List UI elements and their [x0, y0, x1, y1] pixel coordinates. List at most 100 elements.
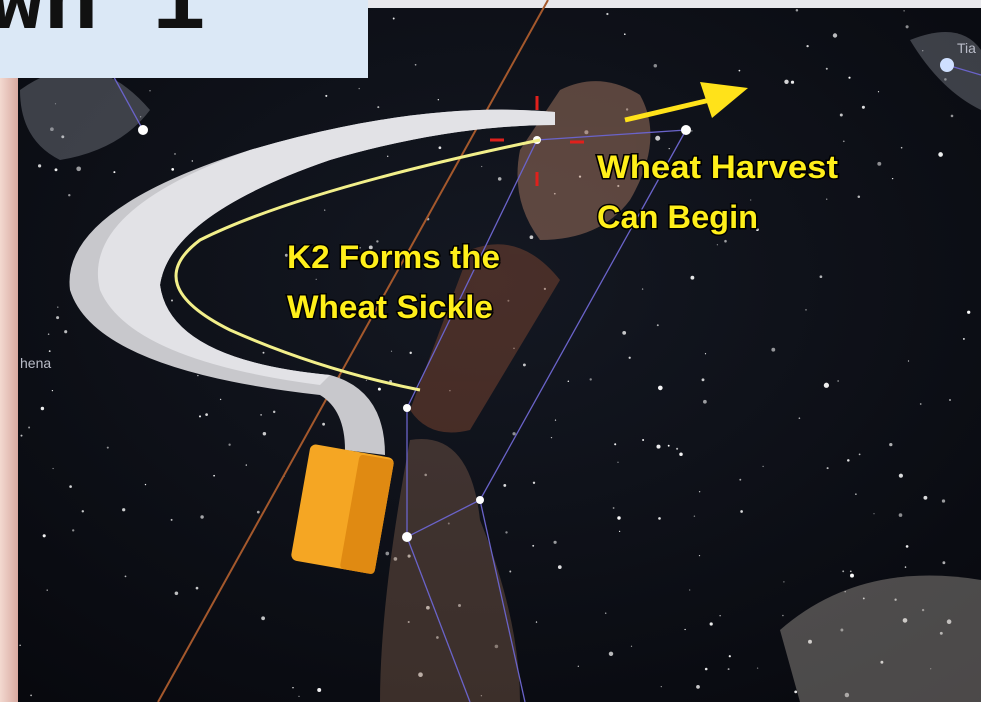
- annotation-line: Wheat Harvest: [597, 149, 838, 185]
- star: [791, 81, 794, 84]
- star: [658, 386, 663, 391]
- star: [850, 570, 852, 572]
- star: [257, 511, 260, 514]
- star: [192, 160, 193, 161]
- star: [642, 439, 644, 441]
- star: [906, 25, 909, 28]
- star: [197, 375, 198, 376]
- star: [833, 33, 837, 37]
- star: [298, 696, 299, 697]
- star: [69, 485, 72, 488]
- star: [324, 209, 325, 210]
- star: [200, 515, 203, 518]
- star: [536, 621, 537, 622]
- star: [842, 570, 844, 572]
- star: [551, 437, 552, 438]
- star: [689, 589, 690, 590]
- star: [684, 629, 685, 630]
- star: [691, 130, 693, 132]
- star: [476, 496, 484, 504]
- star: [799, 417, 801, 419]
- star: [878, 91, 879, 92]
- star: [149, 90, 150, 91]
- star: [558, 565, 562, 569]
- star: [68, 194, 70, 196]
- star: [840, 114, 843, 117]
- star: [316, 279, 317, 280]
- star: [696, 685, 700, 689]
- star-label: Tia: [957, 40, 976, 56]
- star: [740, 510, 743, 513]
- star: [906, 545, 909, 548]
- star: [122, 508, 125, 511]
- star: [794, 691, 797, 694]
- star: [654, 64, 658, 68]
- star: [174, 153, 175, 154]
- star: [609, 652, 613, 656]
- star: [21, 435, 23, 437]
- star: [877, 162, 881, 166]
- star: [28, 427, 30, 429]
- star: [41, 407, 44, 410]
- star: [757, 667, 758, 668]
- star: [555, 420, 556, 421]
- star: [145, 484, 146, 485]
- star: [739, 479, 741, 481]
- star: [138, 125, 148, 135]
- star: [782, 615, 784, 617]
- star: [613, 507, 615, 509]
- star: [614, 443, 616, 445]
- star: [681, 125, 691, 135]
- page: Wheat Harvest Can Begin K2 Forms the Whe…: [0, 0, 981, 702]
- star: [261, 616, 265, 620]
- star: [52, 390, 53, 391]
- star: [949, 399, 951, 401]
- star: [38, 164, 41, 167]
- star: [273, 411, 275, 413]
- star: [409, 352, 411, 354]
- star: [213, 475, 215, 477]
- star: [676, 448, 678, 450]
- star: [438, 99, 439, 100]
- star: [892, 178, 893, 179]
- star: [228, 444, 230, 446]
- star: [76, 166, 81, 171]
- star: [624, 33, 626, 35]
- star: [532, 545, 534, 547]
- star: [292, 687, 293, 688]
- star: [838, 380, 839, 381]
- star: [503, 484, 506, 487]
- star: [705, 353, 706, 354]
- star: [533, 482, 535, 484]
- star: [728, 668, 730, 670]
- star: [554, 541, 557, 544]
- star: [850, 574, 854, 578]
- star: [52, 468, 53, 469]
- star: [403, 404, 411, 412]
- left-edge: [0, 0, 18, 702]
- star: [48, 333, 50, 335]
- star: [171, 519, 173, 521]
- star: [661, 686, 662, 687]
- star: [391, 351, 392, 352]
- star: [512, 432, 515, 435]
- star: [578, 666, 579, 667]
- star: [873, 513, 874, 514]
- star: [903, 10, 904, 11]
- star: [199, 415, 201, 417]
- star: [509, 571, 511, 573]
- star: [717, 244, 718, 245]
- star: [940, 58, 954, 72]
- star: [72, 529, 74, 531]
- star: [49, 350, 51, 352]
- star: [505, 531, 507, 533]
- star: [385, 552, 389, 556]
- star: [920, 403, 922, 405]
- star: [606, 13, 608, 15]
- annotation-line: Can Begin: [597, 199, 758, 235]
- star: [783, 581, 784, 582]
- star: [824, 383, 829, 388]
- star: [784, 80, 788, 84]
- star: [806, 45, 808, 47]
- star: [387, 156, 388, 157]
